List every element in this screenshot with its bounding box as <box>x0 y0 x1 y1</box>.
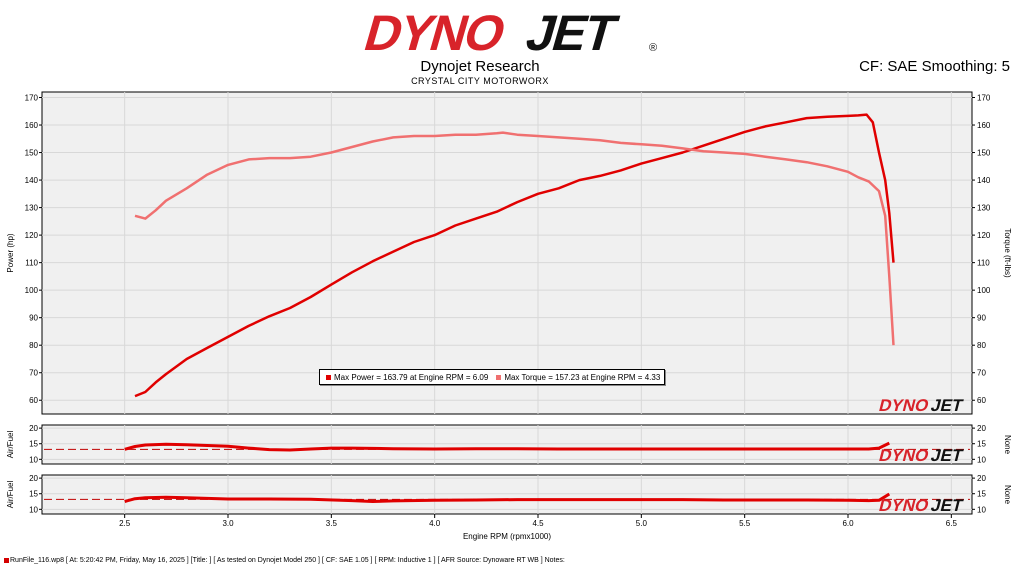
y-tick-label-right: 80 <box>977 341 986 350</box>
y-tick-label-left: 10 <box>29 505 38 514</box>
shop-name: CRYSTAL CITY MOTORWORX <box>411 76 549 86</box>
footer-text: RunFile_116.wp8 [ At: 5:20:42 PM, Friday… <box>10 557 565 564</box>
y-tick-label-right: 90 <box>977 314 986 323</box>
y-tick-label-left: 15 <box>29 440 38 449</box>
y-tick-label-right: 130 <box>977 204 991 213</box>
watermark-text: JET <box>929 395 966 415</box>
y-tick-label-left: 20 <box>29 474 38 483</box>
x-tick-label: 3.0 <box>222 519 234 528</box>
y-tick-label-right: 20 <box>977 424 986 433</box>
watermark-text: JET <box>929 495 966 515</box>
y-tick-label-left: 130 <box>25 204 39 213</box>
y-axis-label-right: None <box>1003 485 1012 505</box>
series-line-air-fuel <box>124 441 890 452</box>
y-tick-label-left: 15 <box>29 490 38 499</box>
y-tick-label-right: 10 <box>977 505 986 514</box>
y-tick-label-left: 150 <box>25 149 39 158</box>
y-tick-label-right: 10 <box>977 455 986 464</box>
y-tick-label-right: 140 <box>977 176 991 185</box>
y-tick-label-right: 15 <box>977 490 986 499</box>
y-axis-label-right: Torque (ft-lbs) <box>1003 228 1012 278</box>
y-tick-label-right: 15 <box>977 440 986 449</box>
correction-factor-label: CF: SAE Smoothing: 5 <box>859 58 1010 75</box>
y-tick-label-left: 70 <box>29 369 38 378</box>
y-tick-label-right: 20 <box>977 474 986 483</box>
y-axis-label-left: Air/Fuel <box>6 480 15 508</box>
plot-area-power-torque <box>41 91 973 415</box>
y-tick-label-right: 100 <box>977 286 991 295</box>
svg-text:DYNO: DYNO <box>360 6 511 56</box>
torque-swatch <box>496 374 502 380</box>
run-info-footer: RunFile_116.wp8 [ At: 5:20:42 PM, Friday… <box>4 557 565 564</box>
chart-legend: Max Power = 163.79 at Engine RPM = 6.09 … <box>319 369 666 385</box>
y-tick-label-left: 110 <box>25 259 38 268</box>
y-tick-label-right: 120 <box>977 231 991 240</box>
run-file-icon <box>4 557 9 563</box>
y-tick-label-left: 10 <box>29 455 38 464</box>
x-tick-label: 4.0 <box>429 519 441 528</box>
x-tick-label: 2.5 <box>119 519 131 528</box>
y-tick-label-left: 80 <box>29 341 38 350</box>
x-axis-label: Engine RPM (rpmx1000) <box>463 532 551 541</box>
watermark-text: JET <box>929 445 966 465</box>
svg-text:®: ® <box>649 42 657 54</box>
y-tick-label-right: 150 <box>977 149 991 158</box>
y-tick-label-left: 160 <box>25 121 39 130</box>
x-tick-label: 3.5 <box>326 519 338 528</box>
x-tick-label: 5.0 <box>636 519 648 528</box>
y-tick-label-left: 100 <box>25 286 39 295</box>
y-tick-label-right: 110 <box>977 259 990 268</box>
plot-area-air-fuel-2 <box>41 474 973 515</box>
x-tick-label: 5.5 <box>739 519 751 528</box>
y-axis-label-right: None <box>1003 435 1012 455</box>
x-tick-label: 6.0 <box>842 519 854 528</box>
y-axis-label-left: Air/Fuel <box>6 430 15 458</box>
watermark-text: DYNO <box>877 495 931 515</box>
watermark-text: DYNO <box>877 445 931 465</box>
dynojet-logo: DYNO JET ® <box>360 6 657 56</box>
svg-text:JET: JET <box>520 6 624 56</box>
series-line-power <box>134 113 895 398</box>
series-line-torque <box>134 131 895 346</box>
x-tick-label: 4.5 <box>532 519 544 528</box>
power-swatch <box>326 374 331 380</box>
y-tick-label-right: 70 <box>977 369 986 378</box>
company-name: Dynojet Research <box>420 58 540 75</box>
y-tick-label-right: 60 <box>977 396 986 405</box>
y-tick-label-left: 120 <box>25 231 39 240</box>
legend-max-torque: Max Torque = 157.23 at Engine RPM = 4.33 <box>504 372 661 382</box>
legend-max-power: Max Power = 163.79 at Engine RPM = 6.09 <box>334 372 489 382</box>
y-tick-label-left: 90 <box>29 314 38 323</box>
y-axis-label-left: Power (hp) <box>6 233 15 272</box>
x-tick-label: 6.5 <box>946 519 958 528</box>
watermark-text: DYNO <box>877 395 931 415</box>
series-line-air-fuel <box>124 492 891 503</box>
y-tick-label-right: 170 <box>977 94 991 103</box>
y-tick-label-right: 160 <box>977 121 991 130</box>
y-tick-label-left: 20 <box>29 424 38 433</box>
y-tick-label-left: 140 <box>25 176 39 185</box>
y-tick-label-left: 170 <box>25 94 39 103</box>
y-tick-label-left: 60 <box>29 396 38 405</box>
